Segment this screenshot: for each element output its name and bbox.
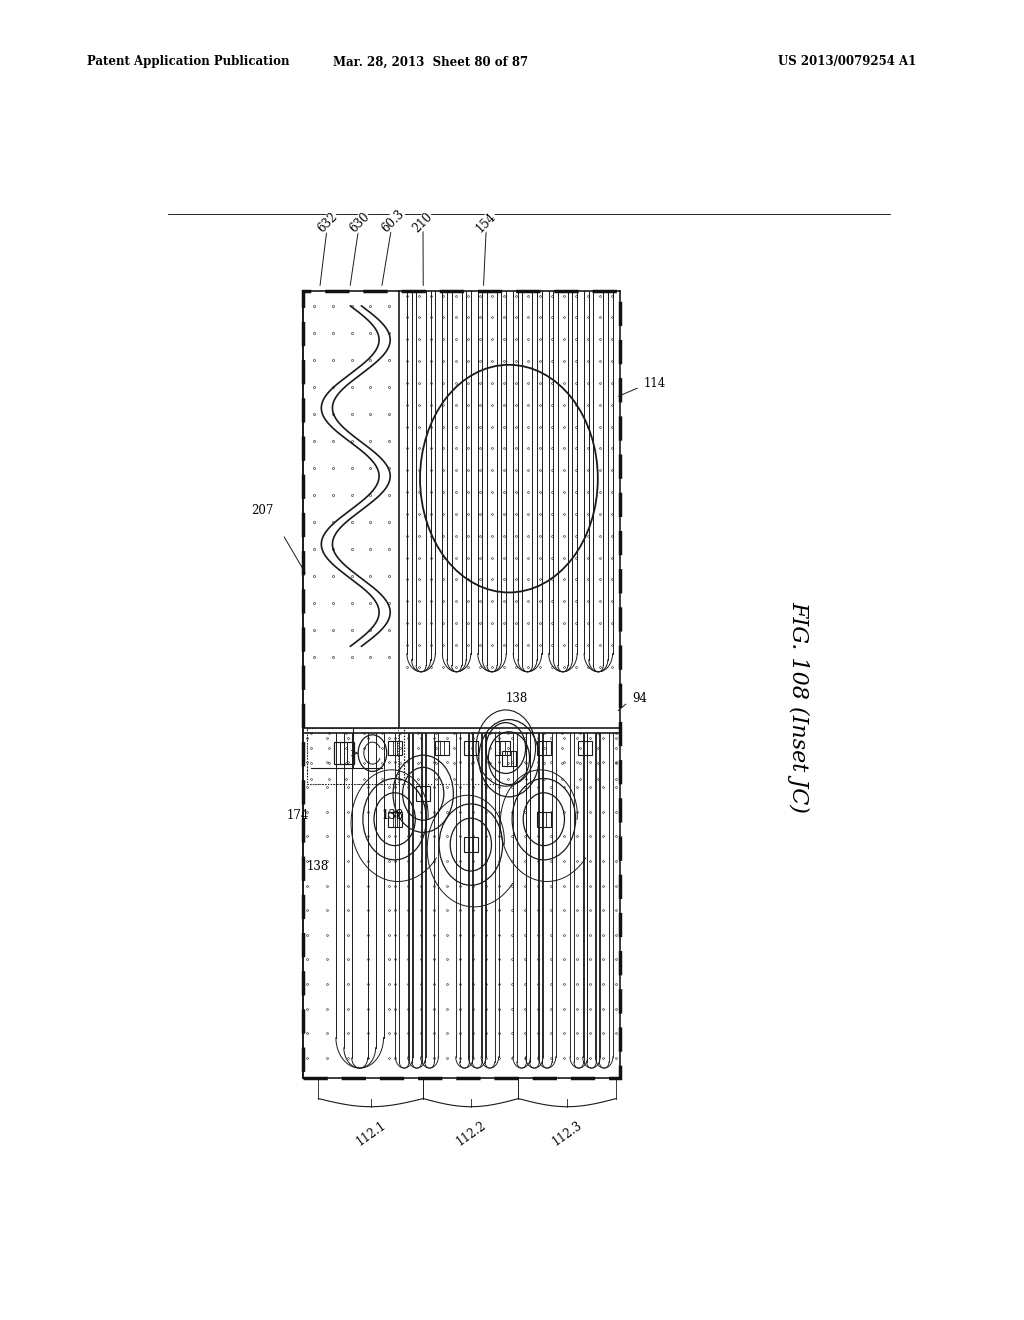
- Text: 154: 154: [474, 210, 499, 285]
- Text: 210: 210: [411, 210, 435, 285]
- Text: 138: 138: [506, 692, 528, 705]
- Bar: [387, 812, 401, 826]
- Bar: [537, 741, 551, 755]
- Bar: [496, 741, 510, 755]
- Text: FIG. 108 (Inset JC): FIG. 108 (Inset JC): [787, 602, 810, 813]
- Bar: [464, 741, 478, 755]
- Bar: [578, 741, 592, 755]
- Bar: [334, 742, 353, 764]
- Text: 60.3: 60.3: [379, 207, 407, 285]
- Text: 112.3: 112.3: [550, 1119, 585, 1148]
- Bar: [537, 812, 551, 826]
- Bar: [387, 741, 401, 755]
- Text: 114: 114: [644, 378, 666, 391]
- Text: 138: 138: [306, 861, 329, 873]
- Bar: [416, 787, 430, 801]
- Text: 630: 630: [347, 210, 372, 285]
- Text: 632: 632: [315, 210, 340, 285]
- Text: 112.2: 112.2: [454, 1119, 488, 1148]
- Text: 94: 94: [632, 692, 647, 705]
- Bar: [464, 837, 478, 853]
- Text: US 2013/0079254 A1: US 2013/0079254 A1: [778, 55, 916, 69]
- Text: 112.1: 112.1: [353, 1119, 388, 1148]
- Text: Mar. 28, 2013  Sheet 80 of 87: Mar. 28, 2013 Sheet 80 of 87: [333, 55, 527, 69]
- Bar: [435, 741, 450, 755]
- Text: 174: 174: [287, 809, 309, 822]
- Text: 207: 207: [251, 504, 273, 517]
- Text: Patent Application Publication: Patent Application Publication: [87, 55, 290, 69]
- Text: 138: 138: [382, 809, 404, 822]
- Bar: [502, 751, 516, 766]
